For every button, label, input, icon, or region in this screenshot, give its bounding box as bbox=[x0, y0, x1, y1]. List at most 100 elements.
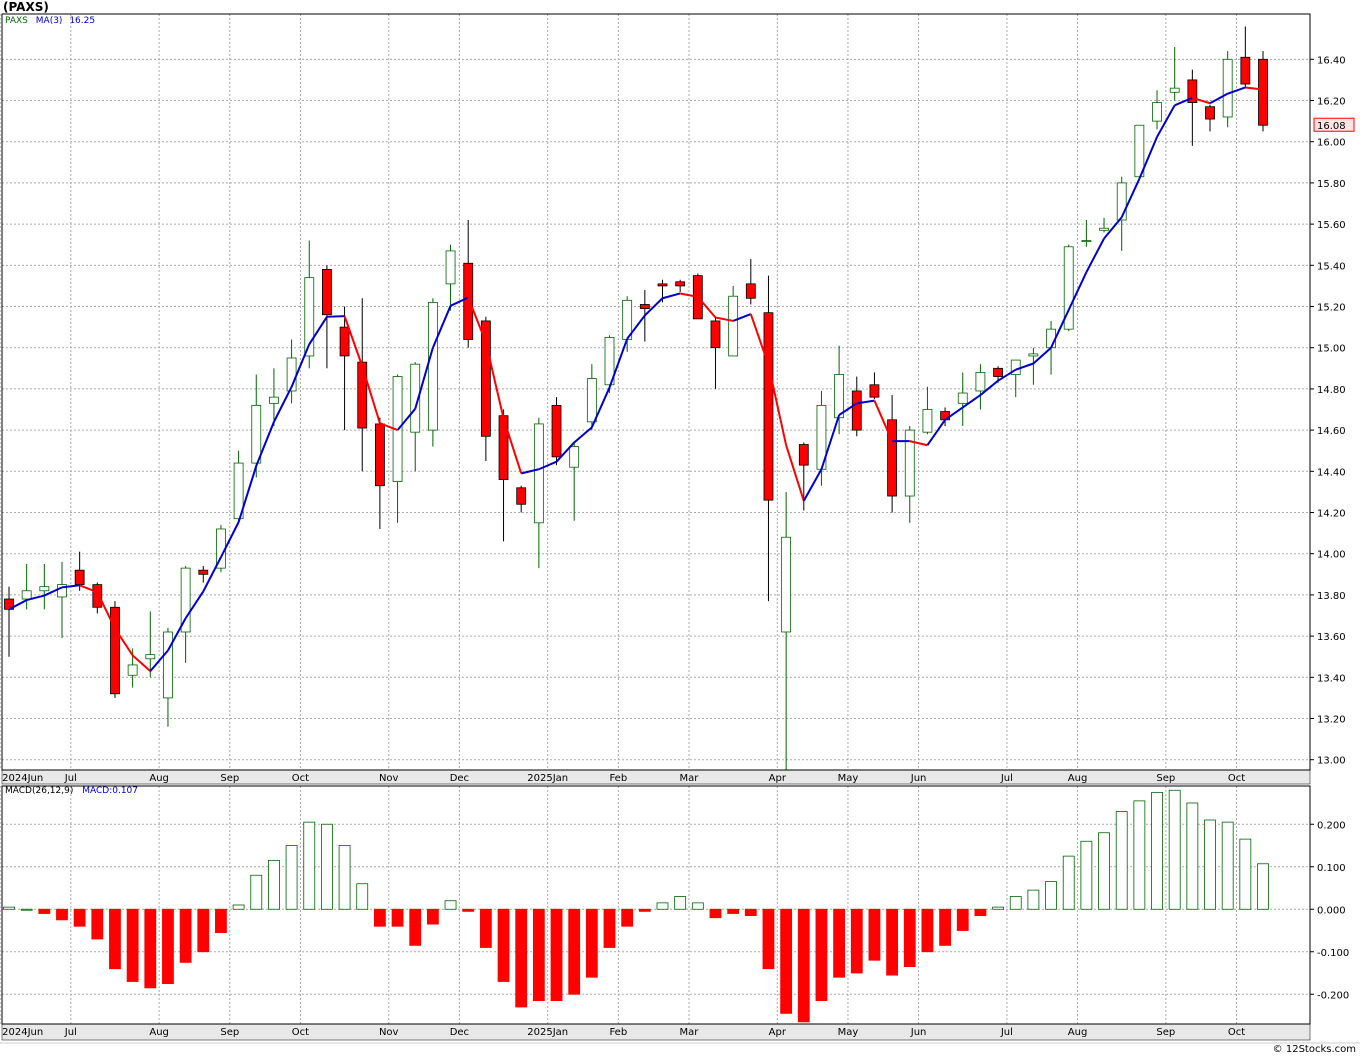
price-xtick-label: Feb bbox=[609, 773, 627, 784]
ma-segment bbox=[1174, 96, 1193, 107]
ma-segment bbox=[361, 365, 381, 424]
ma-segment bbox=[114, 627, 134, 656]
price-ytick-label: 15.00 bbox=[1317, 344, 1346, 355]
macd-bar bbox=[197, 908, 210, 953]
ma-segment bbox=[838, 402, 858, 416]
ma-segment bbox=[414, 347, 434, 410]
ma-segment bbox=[431, 305, 452, 349]
macd-xtick-label: 2025Jan bbox=[527, 1027, 568, 1038]
candle-body bbox=[57, 584, 67, 598]
ma-segment bbox=[697, 296, 717, 319]
panel-frames bbox=[0, 13, 1360, 1044]
ma-segment bbox=[1050, 309, 1070, 349]
price-ytick-label: 16.00 bbox=[1317, 138, 1346, 149]
candle-body bbox=[304, 277, 315, 357]
candle-body bbox=[975, 372, 986, 392]
candle-body bbox=[480, 320, 491, 437]
candle-body bbox=[957, 392, 968, 404]
macd-xtick-label: Jul bbox=[64, 1027, 77, 1038]
macd-bar bbox=[250, 874, 263, 910]
candle-body bbox=[1187, 79, 1198, 103]
ma-segment bbox=[1032, 346, 1052, 365]
ma-segment bbox=[573, 426, 593, 444]
symbol-legend: PAXS bbox=[5, 16, 28, 26]
candle-body bbox=[1081, 240, 1092, 242]
watermark: © 12Stocks.com bbox=[1272, 1044, 1356, 1055]
ma-segment bbox=[1085, 238, 1105, 273]
macd-x-axis: 2024Jun Jul Aug Sep Oct Nov Dec 2025Jan Feb Mar Ap… bbox=[1, 1023, 1311, 1041]
candle-body bbox=[551, 404, 562, 458]
candle-body bbox=[180, 567, 191, 633]
macd-bar bbox=[179, 908, 192, 963]
macd-bar bbox=[974, 908, 987, 917]
macd-xtick-label: Sep bbox=[1156, 1027, 1175, 1038]
macd-bar bbox=[1168, 789, 1181, 910]
macd-xtick-label: Aug bbox=[1068, 1027, 1088, 1038]
candle-body bbox=[922, 409, 933, 433]
ma-segment bbox=[1015, 362, 1034, 371]
price-ytick-label: 15.60 bbox=[1317, 220, 1346, 231]
price-xtick-label: 2024Jun bbox=[2, 773, 43, 784]
ma-segment bbox=[343, 315, 364, 367]
chart-title: (PAXS) bbox=[3, 0, 49, 14]
ma-segment bbox=[290, 343, 311, 388]
ma-segment bbox=[1138, 136, 1158, 180]
candle-body bbox=[145, 654, 156, 660]
candle-body bbox=[1240, 56, 1251, 85]
macd-bar bbox=[338, 845, 351, 910]
macd-bar bbox=[126, 908, 139, 982]
candle-body bbox=[357, 361, 368, 429]
macd-bar bbox=[744, 908, 757, 917]
macd-ytick-label: 0.100 bbox=[1317, 863, 1346, 874]
candle-body bbox=[657, 283, 668, 287]
ma-segment bbox=[79, 584, 98, 594]
macd-xtick-label: Jun bbox=[910, 1027, 927, 1038]
macd-bar bbox=[956, 908, 969, 931]
macd-bar bbox=[285, 845, 298, 910]
macd-xtick-label: Feb bbox=[609, 1027, 627, 1038]
price-ytick-label: 14.80 bbox=[1317, 385, 1346, 396]
macd-bar bbox=[1186, 802, 1199, 910]
macd-bar bbox=[321, 823, 333, 910]
candle-body bbox=[781, 536, 792, 633]
candle-body bbox=[798, 444, 809, 466]
candle-body bbox=[1258, 58, 1268, 126]
macd-bar bbox=[886, 908, 898, 976]
price-xtick-label: Jul bbox=[1000, 773, 1013, 784]
price-ytick-label: 15.40 bbox=[1317, 261, 1346, 272]
ma-segment bbox=[220, 521, 240, 558]
ma-segment bbox=[997, 368, 1017, 382]
ma-segment bbox=[1245, 86, 1264, 91]
ma-segment bbox=[26, 594, 45, 602]
macd-bar bbox=[1204, 819, 1216, 910]
price-xtick-label: Jun bbox=[910, 773, 927, 784]
ma-segment bbox=[502, 418, 523, 474]
ma-segment bbox=[767, 364, 788, 446]
ma-segment bbox=[1156, 104, 1176, 138]
candle-body bbox=[710, 320, 721, 349]
candle-body bbox=[869, 384, 880, 398]
ma-legend-label: MA(3) bbox=[35, 16, 63, 26]
candle-body bbox=[904, 429, 915, 497]
macd-bars bbox=[3, 789, 1269, 1023]
ma-segment bbox=[43, 586, 63, 597]
price-candles bbox=[4, 26, 1268, 770]
macd-bar bbox=[709, 908, 722, 919]
ma-segment bbox=[608, 338, 629, 388]
candle-body bbox=[516, 487, 527, 505]
macd-xtick-label: Sep bbox=[220, 1027, 239, 1038]
macd-bar bbox=[1080, 840, 1093, 910]
candle-body bbox=[375, 423, 385, 487]
ma-legend-value: 16.25 bbox=[69, 16, 96, 26]
candle-body bbox=[410, 363, 421, 433]
macd-bar bbox=[426, 908, 439, 925]
candle-body bbox=[127, 664, 138, 676]
ma-segment bbox=[749, 313, 770, 366]
price-xtick-label: Oct bbox=[1228, 773, 1245, 784]
candle-body bbox=[74, 569, 85, 586]
ma-segment bbox=[96, 591, 116, 629]
ma-segment bbox=[149, 649, 169, 672]
ma-segment bbox=[538, 460, 557, 471]
macd-bar bbox=[603, 908, 616, 948]
macd-bar bbox=[232, 904, 245, 910]
